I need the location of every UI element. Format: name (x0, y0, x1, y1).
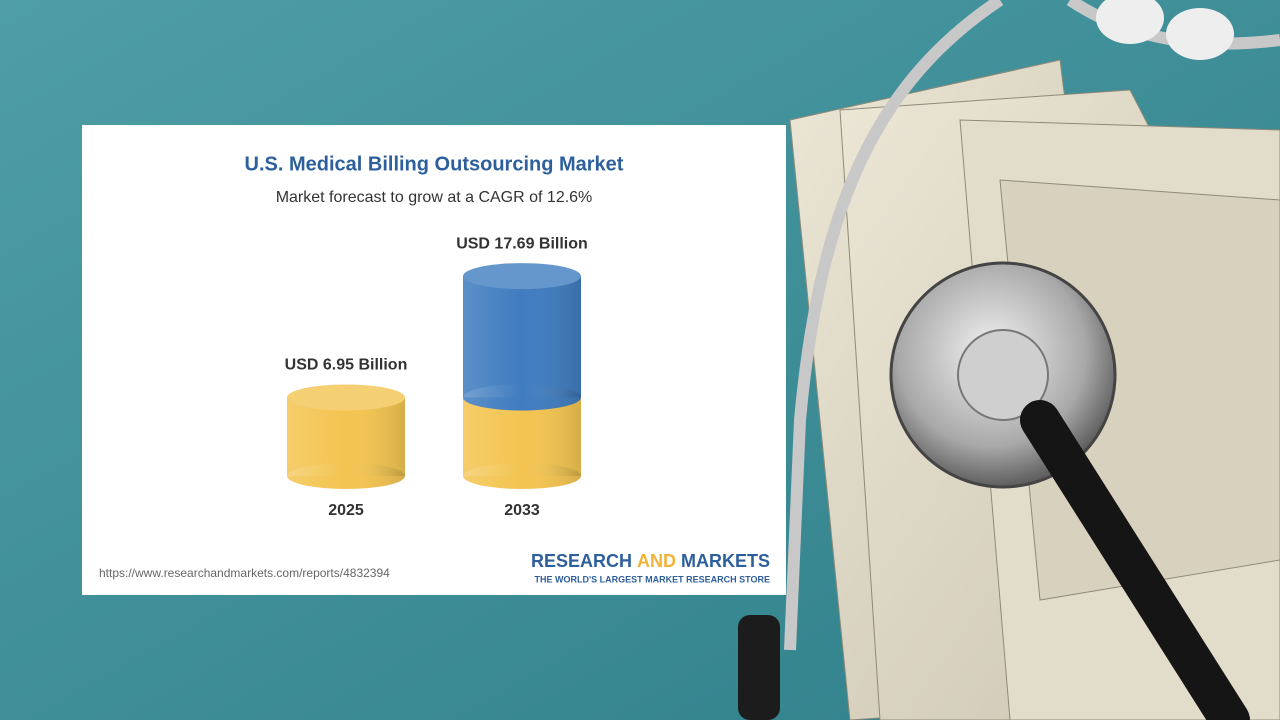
chart-card (82, 125, 786, 595)
cylinder-bottom-shade (463, 463, 581, 489)
chart-subtitle: Market forecast to grow at a CAGR of 12.… (276, 189, 593, 206)
brand-part: MARKETS (681, 551, 770, 571)
category-label: 2025 (328, 502, 364, 519)
chart-title: U.S. Medical Billing Outsourcing Market (245, 153, 624, 175)
cylinder-shade (463, 276, 581, 398)
value-label: USD 17.69 Billion (456, 235, 588, 252)
cylinder-bottom-shade (287, 463, 405, 489)
photo-decoration (738, 0, 1280, 720)
cylinder-shade (463, 397, 581, 476)
cylinder-shade (287, 397, 405, 476)
cylinder-bottom-shade (463, 384, 581, 411)
bar (463, 263, 581, 489)
category-label: 2033 (504, 502, 540, 519)
plot: USD 6.95 Billion 2025 USD 17.69 Billion 203… (285, 235, 588, 519)
brand-part: AND (637, 551, 676, 571)
cylinder-top (463, 263, 581, 290)
brand-part: RESEARCH (531, 551, 632, 571)
source-url: https://www.researchandmarkets.com/repor… (99, 566, 390, 580)
value-label: USD 6.95 Billion (285, 357, 408, 374)
tagline: THE WORLD'S LARGEST MARKET RESEARCH STOR… (535, 574, 770, 584)
brand: RESEARCH AND MARKETS (531, 551, 770, 571)
bar (287, 384, 405, 489)
cylinder-top (287, 384, 405, 411)
